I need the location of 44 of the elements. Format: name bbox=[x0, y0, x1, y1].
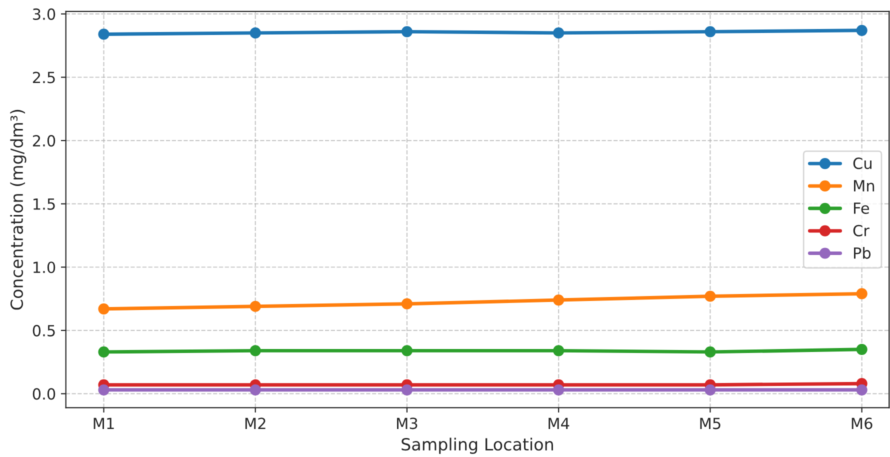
legend-label: Cu bbox=[853, 158, 872, 170]
point bbox=[98, 346, 110, 358]
y-tick-label: 2.5 bbox=[32, 72, 55, 84]
y-axis-title: Concentration (mg/dm³) bbox=[10, 110, 26, 310]
point bbox=[553, 294, 564, 306]
y-tick-label: 1.5 bbox=[34, 198, 55, 210]
x-tick-label: M6 bbox=[852, 418, 872, 430]
y-tick-label: 2.0 bbox=[32, 135, 56, 147]
point bbox=[98, 303, 110, 314]
point bbox=[401, 384, 413, 396]
y-tick-label: 0.0 bbox=[32, 388, 56, 400]
point bbox=[704, 384, 716, 396]
x-tick-label: M3 bbox=[397, 418, 418, 430]
y-tick-label: 3.0 bbox=[33, 8, 56, 20]
x-tick-label: M4 bbox=[548, 418, 570, 429]
legend-label: Mn bbox=[854, 180, 874, 192]
legend-label: Pb bbox=[854, 246, 871, 259]
point bbox=[250, 27, 261, 38]
point bbox=[704, 290, 716, 302]
legend-label: Fe bbox=[854, 202, 870, 214]
point bbox=[704, 346, 716, 358]
point bbox=[553, 384, 564, 396]
point bbox=[98, 28, 110, 40]
y-tick-label: 1.0 bbox=[34, 262, 56, 274]
point bbox=[856, 344, 868, 355]
point bbox=[401, 345, 413, 356]
point bbox=[98, 384, 110, 396]
x-tick-label: M5 bbox=[700, 418, 720, 430]
point bbox=[704, 26, 716, 38]
point bbox=[553, 27, 564, 38]
point bbox=[553, 345, 564, 356]
point bbox=[856, 24, 868, 36]
point bbox=[250, 345, 261, 356]
x-axis-title: Sampling Location bbox=[402, 438, 553, 454]
y-tick-label: 0.5 bbox=[32, 324, 55, 336]
legend-label: Cr bbox=[853, 224, 870, 236]
point bbox=[856, 384, 868, 396]
x-tick-label: M2 bbox=[245, 418, 266, 429]
point bbox=[250, 384, 261, 396]
point bbox=[856, 288, 868, 300]
point bbox=[401, 298, 413, 310]
point bbox=[250, 300, 261, 312]
point bbox=[401, 26, 413, 38]
x-tick-label: M1 bbox=[94, 418, 114, 429]
